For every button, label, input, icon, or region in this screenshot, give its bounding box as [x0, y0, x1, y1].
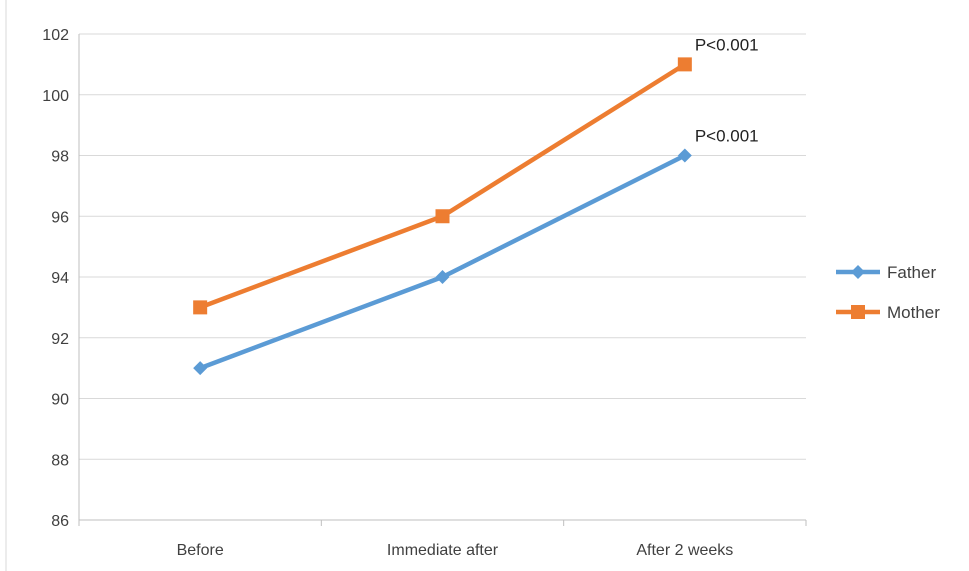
- data-point-marker: [435, 270, 450, 284]
- annotations: P<0.001 P<0.001: [695, 35, 759, 145]
- y-tick-label: 100: [42, 88, 69, 105]
- axes: 86 88 90 92 94 96 98 100 102 Before Immediate afte…: [42, 27, 807, 559]
- legend-item-father: Father: [836, 263, 936, 282]
- y-tick-label: 88: [51, 452, 69, 469]
- legend-label: Father: [887, 263, 936, 282]
- p-value-annotation: P<0.001: [695, 127, 759, 146]
- data-point-marker: [677, 148, 692, 163]
- legend-label: Mother: [887, 303, 940, 322]
- y-tick-label: 90: [51, 392, 69, 409]
- y-tick-label: 96: [51, 209, 69, 226]
- legend-item-mother: Mother: [836, 303, 940, 322]
- legend-marker: [851, 305, 865, 319]
- series-lines: [193, 57, 692, 376]
- x-tick-label: Immediate after: [387, 542, 499, 559]
- x-tick-label: Before: [177, 542, 224, 559]
- data-point-marker: [193, 361, 208, 376]
- y-tick-label: 86: [51, 513, 69, 530]
- series-father: [193, 148, 692, 376]
- y-tick-label: 102: [42, 27, 69, 44]
- legend: Father Mother: [836, 263, 940, 322]
- data-point-marker: [677, 57, 692, 72]
- data-point-marker: [435, 209, 450, 224]
- y-tick-label: 92: [51, 331, 69, 348]
- p-value-annotation: P<0.001: [695, 35, 759, 54]
- y-tick-label: 98: [51, 149, 69, 166]
- series-mother: [193, 57, 692, 315]
- x-tick-label: After 2 weeks: [636, 542, 733, 559]
- data-point-marker: [193, 300, 208, 315]
- y-tick-label: 94: [51, 270, 69, 287]
- legend-marker: [851, 265, 865, 279]
